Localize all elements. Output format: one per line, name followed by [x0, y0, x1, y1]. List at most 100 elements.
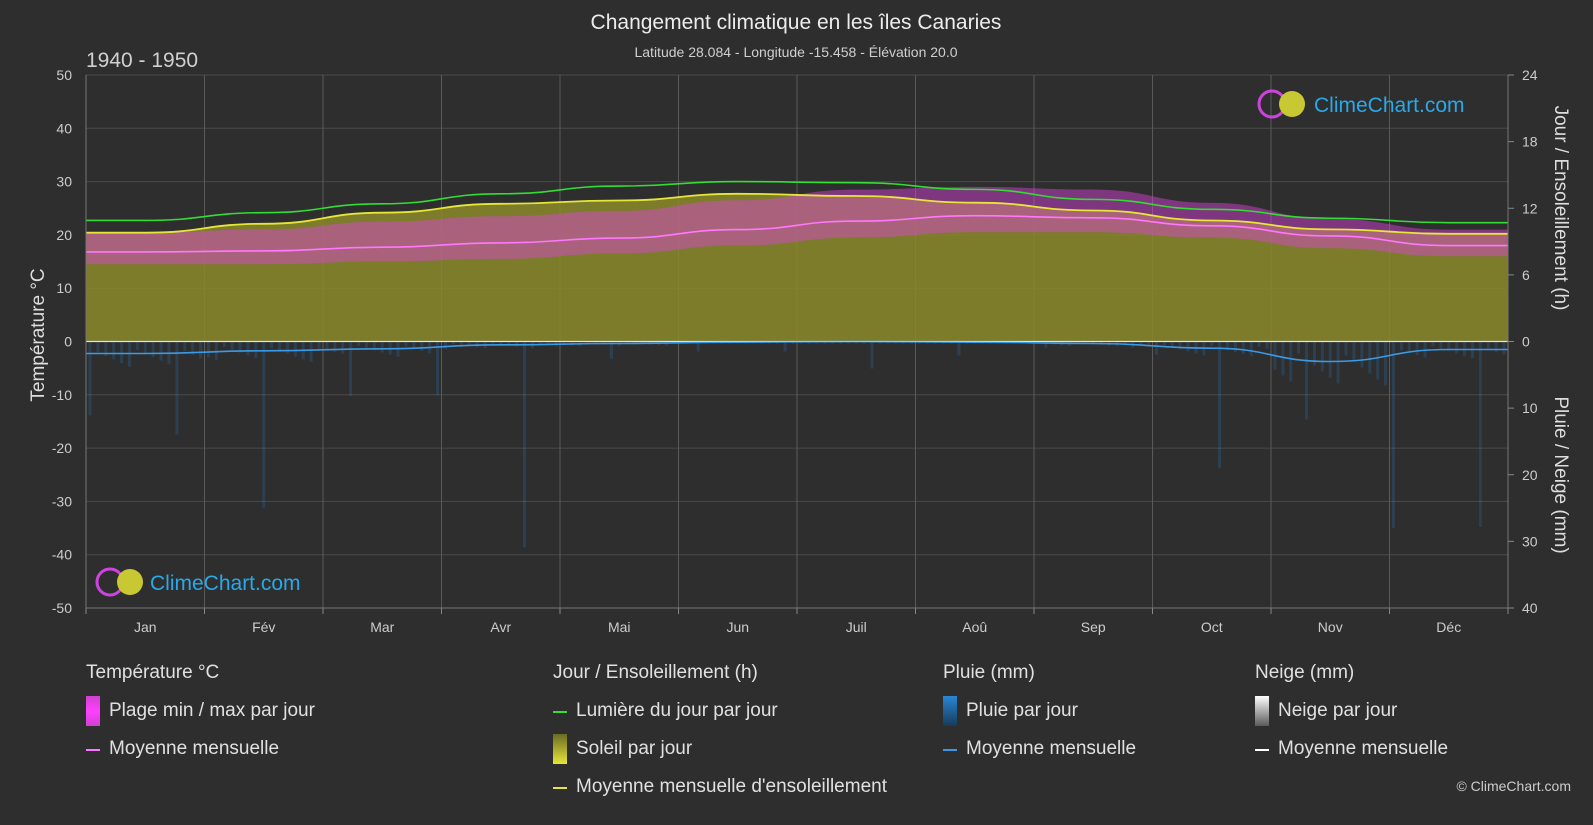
rain-bar: [783, 341, 787, 352]
rain-bar: [309, 341, 313, 363]
x-tick-label-1: Fév: [252, 619, 275, 635]
snow-mean-swatch: [1255, 749, 1269, 751]
rain-bar: [246, 341, 250, 356]
rain-bar: [120, 341, 124, 364]
rain-bar: [1305, 341, 1309, 420]
rain-bar: [1044, 341, 1048, 348]
rain-bar: [1123, 341, 1127, 344]
rain-bar: [238, 341, 242, 353]
rain-bar: [325, 341, 329, 350]
rain-bar: [420, 341, 424, 352]
y-right-top-tick-label: 6: [1522, 267, 1530, 283]
rain-bar: [135, 341, 139, 350]
legend-temperature-title: Température °C: [86, 662, 220, 683]
temp-range-swatch: [86, 696, 100, 726]
rain-bar: [412, 341, 416, 349]
x-tick-label-5: Jun: [726, 619, 749, 635]
x-tick-label-4: Mai: [608, 619, 631, 635]
rain-bar: [546, 341, 550, 345]
climate-chart: Changement climatique en les îles Canari…: [28, 11, 1571, 635]
rain-bar: [870, 341, 874, 369]
rain-bar: [451, 341, 455, 345]
legend-item-snow: Neige par jour: [1255, 696, 1448, 738]
rain-bar: [1249, 341, 1253, 357]
rain-bar: [364, 341, 368, 349]
legend-sun: Jour / Ensoleillement (h) Lumière du jou…: [553, 662, 887, 814]
legend-item-rain-mean: Moyenne mensuelle: [943, 738, 1136, 776]
legend-item-snow-mean: Moyenne mensuelle: [1255, 738, 1448, 776]
snow-swatch: [1255, 696, 1269, 726]
rain-bar: [1170, 341, 1174, 348]
rain-bar: [317, 341, 321, 349]
legend-snow-title: Neige (mm): [1255, 662, 1355, 683]
rain-bar: [1320, 341, 1324, 372]
y-left-tick-label: -40: [52, 547, 72, 563]
rain-bar: [1376, 341, 1380, 380]
rain-bar: [270, 341, 274, 349]
rain-swatch: [943, 696, 957, 726]
y-right-top-axis-label: Jour / Ensoleillement (h): [1550, 106, 1571, 311]
rain-bar: [1312, 341, 1316, 366]
legend-label: Neige par jour: [1278, 700, 1398, 721]
rain-bar: [1360, 341, 1364, 368]
rain-bar: [206, 341, 210, 358]
rain-bar: [1344, 341, 1348, 356]
y-right-top-tick-label: 12: [1522, 200, 1538, 216]
rain-bar: [1186, 341, 1190, 352]
y-left-tick-label: -10: [52, 387, 72, 403]
rain-bar: [293, 341, 297, 357]
rain-bar: [594, 341, 598, 344]
rain-bar: [1281, 341, 1285, 376]
sunshine-mean-line: [86, 192, 1509, 235]
rain-bar: [1265, 341, 1269, 349]
rain-bar: [349, 341, 353, 397]
rain-bar: [285, 341, 289, 354]
y-left-axis-label: Température °C: [28, 268, 49, 401]
rain-bar: [254, 341, 258, 359]
watermark-sun-icon: [117, 569, 143, 595]
legend-item-temp-range: Plage min / max par jour: [86, 696, 315, 738]
rain-bar: [862, 341, 866, 344]
y-right-bottom-tick-label: 20: [1522, 467, 1538, 483]
rain-bar: [357, 341, 361, 346]
rain-bar: [333, 341, 337, 352]
rain-bar: [1289, 341, 1293, 382]
rain-mean-swatch: [943, 749, 957, 751]
rain-bar: [1494, 341, 1498, 352]
y-left-tick-label: -50: [52, 600, 72, 616]
watermark-top: ClimeChart.com: [1257, 89, 1465, 119]
rain-bar: [625, 341, 629, 344]
rain-bar: [1486, 341, 1490, 350]
rain-bar: [372, 341, 376, 351]
legend-item-sunshine: Soleil par jour: [553, 734, 887, 776]
rain-bar: [1502, 341, 1506, 355]
legend-label: Moyenne mensuelle d'ensoleillement: [576, 776, 887, 797]
rain-bar: [609, 341, 613, 359]
rain-bar: [183, 341, 187, 352]
y-left-tick-label: -30: [52, 493, 72, 509]
rain-bar: [1399, 341, 1403, 351]
legend-temperature: Température °C Plage min / max par jour …: [86, 662, 315, 776]
rain-bar: [278, 341, 282, 351]
rain-bar: [214, 341, 218, 361]
rain-bar: [1233, 341, 1237, 353]
x-tick-label-8: Sep: [1081, 619, 1106, 635]
daylight-line: [86, 180, 1508, 224]
y-right-bottom-tick-label: 30: [1522, 533, 1538, 549]
y-left-tick-label: 30: [56, 174, 72, 190]
legend-rain-title: Pluie (mm): [943, 662, 1035, 683]
rain-bar: [475, 341, 479, 348]
rain-bar: [1178, 341, 1182, 350]
plot-area: 50 40 30 20 10 0 -10 -20 -30 -40 -50 24 18 12 6 0 10 20 30…: [52, 67, 1538, 635]
legend-label: Pluie par jour: [966, 700, 1078, 721]
rain-bar: [633, 341, 637, 344]
chart-title: Changement climatique en les îles Canari…: [591, 11, 1002, 34]
rain-bar: [1218, 341, 1222, 469]
sunshine-swatch: [553, 734, 567, 764]
period-label: 1940 - 1950: [86, 49, 198, 72]
rain-bar: [1075, 341, 1079, 344]
rain-bar: [143, 341, 147, 354]
rain-bar: [878, 341, 882, 344]
rain-bar: [1241, 341, 1245, 355]
rain-bar: [459, 341, 463, 346]
